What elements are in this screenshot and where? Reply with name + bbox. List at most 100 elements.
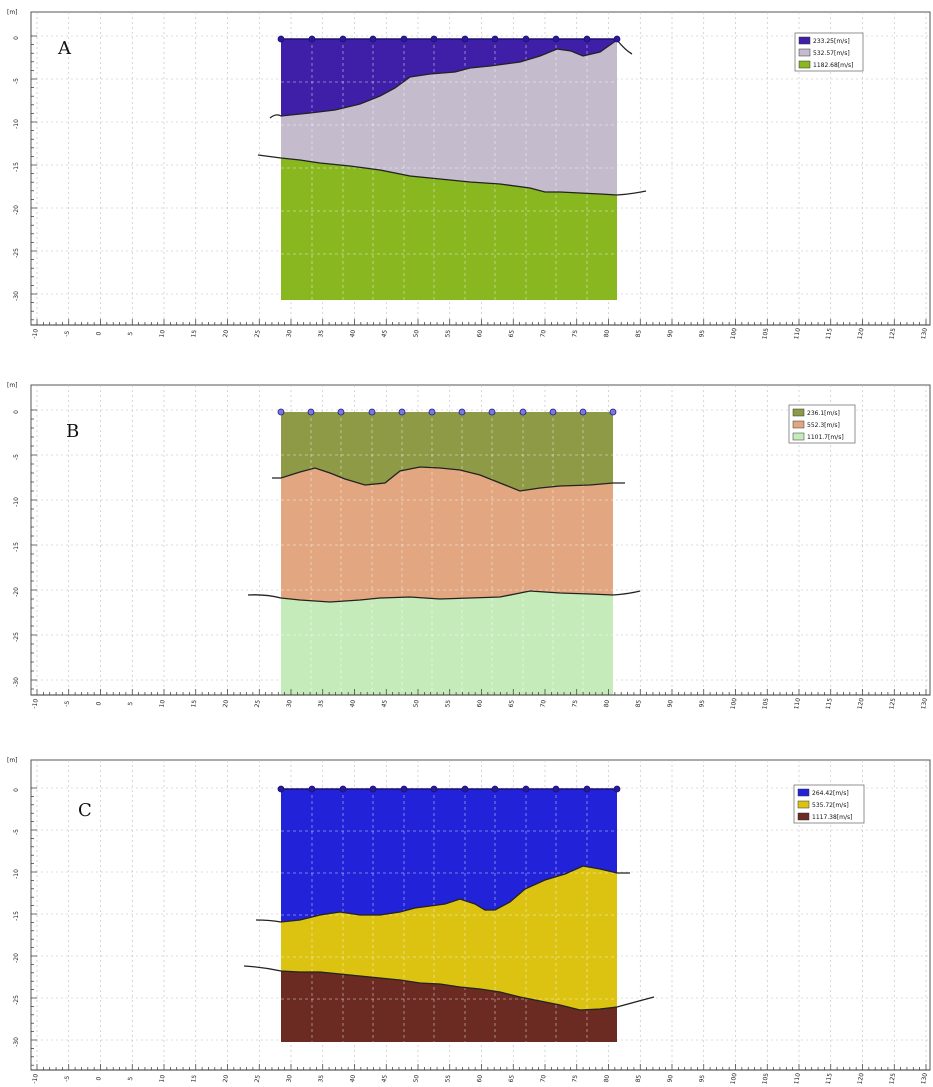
panel-a-legend: 233.25[m/s] 532.57[m/s] 1182.68[m/s] xyxy=(794,32,864,72)
x-tick-label: 95 xyxy=(698,329,706,338)
x-tick-label: 30 xyxy=(285,1074,293,1083)
panel-a-refractor-2 xyxy=(257,154,647,196)
x-tick-label: 20 xyxy=(222,329,230,338)
panel-c-letter: C xyxy=(78,800,92,821)
x-tick-label: 5 xyxy=(127,331,135,336)
x-tick-label: 115 xyxy=(825,697,834,710)
panel-c-grid-overlay xyxy=(281,789,617,1042)
panel-a-grid-overlay xyxy=(281,39,617,300)
panel-b-x-ticks: -10 -5 0 5 10 15 20 25 30 35 40 45 50 55 60 65 70 75 80 85 9… xyxy=(31,689,930,710)
panel-c-legend-item-1: 264.42[m/s] xyxy=(812,790,849,797)
x-tick-label: 10 xyxy=(158,329,166,338)
panel-a: [m] A 233.25[m/ xyxy=(0,0,933,345)
x-tick-label: 120 xyxy=(857,1072,866,1085)
x-tick-label: 30 xyxy=(285,329,293,338)
x-tick-label: 70 xyxy=(539,1074,547,1083)
x-tick-label: 100 xyxy=(730,697,739,710)
x-tick-label: -5 xyxy=(63,700,71,707)
x-tick-label: 55 xyxy=(444,1074,452,1083)
x-tick-label: 35 xyxy=(317,329,325,338)
x-tick-label: 25 xyxy=(254,1074,262,1083)
x-tick-label: 15 xyxy=(190,699,198,708)
x-tick-label: 60 xyxy=(476,699,484,708)
panel-c-y-ticks: 0 -5 -10 -15 -20 -25 -30 xyxy=(13,787,37,1066)
x-tick-label: 60 xyxy=(476,1074,484,1083)
panel-b-plot: [m] B 236.1[m/s] 552.3[m/s] xyxy=(7,382,931,710)
panel-c-layer-3 xyxy=(281,971,617,1042)
x-tick-label: 80 xyxy=(603,699,611,708)
panel-b-legend: 236.1[m/s] 552.3[m/s] 1101.7[m/s] xyxy=(788,404,856,444)
x-tick-label: 45 xyxy=(381,1074,389,1083)
y-tick-label: -5 xyxy=(13,454,20,460)
x-tick-label: 70 xyxy=(539,699,547,708)
panel-a-geophones xyxy=(277,35,621,43)
x-tick-label: 5 xyxy=(127,1076,135,1081)
x-tick-label: 60 xyxy=(476,329,484,338)
x-tick-label: 30 xyxy=(285,699,293,708)
y-tick-label: -20 xyxy=(13,205,20,215)
panel-a-legend-item-3: 1182.68[m/s] xyxy=(813,62,854,69)
y-tick-label: -30 xyxy=(13,677,20,687)
x-tick-label: 105 xyxy=(761,697,770,710)
x-tick-label: 125 xyxy=(888,327,897,340)
panel-b-legend-item-2: 552.3[m/s] xyxy=(807,422,840,429)
panel-a-x-ticks: -10 -5 0 5 10 15 20 25 30 35 40 45 50 55 60 65 70 75 80 85 9… xyxy=(31,319,930,340)
panel-c-legend: 264.42[m/s] 535.72[m/s] 1117.38[m/s] xyxy=(793,784,865,824)
x-tick-label: 90 xyxy=(666,329,674,338)
y-tick-label: 0 xyxy=(13,410,20,414)
x-tick-label: 100 xyxy=(730,1072,739,1085)
x-tick-label: 40 xyxy=(349,699,357,708)
x-tick-label: 90 xyxy=(666,1074,674,1083)
x-tick-label: -10 xyxy=(31,698,40,709)
panel-a-legend-item-1: 233.25[m/s] xyxy=(813,38,850,45)
x-tick-label: 110 xyxy=(793,1072,802,1085)
y-tick-label: -15 xyxy=(13,162,20,172)
x-tick-label: 130 xyxy=(920,327,929,340)
x-tick-label: -10 xyxy=(31,1073,40,1084)
x-tick-label: 5 xyxy=(127,701,135,706)
panel-c: [m] C 264.42[m/s] 535. xyxy=(0,752,933,1087)
y-tick-label: -30 xyxy=(13,1037,20,1047)
x-tick-label: 45 xyxy=(381,699,389,708)
y-tick-label: -25 xyxy=(13,632,20,642)
x-tick-label: 85 xyxy=(635,1074,643,1083)
panel-b-layer-2 xyxy=(281,467,613,602)
x-tick-label: 125 xyxy=(888,1072,897,1085)
x-tick-label: 0 xyxy=(95,331,103,336)
x-tick-label: 90 xyxy=(666,699,674,708)
y-tick-label: -15 xyxy=(13,911,20,921)
panel-b: [m] B 236.1[m/s] 552.3[m/s] xyxy=(0,375,933,715)
panel-c-x-ticks: -10 -5 0 5 10 15 20 25 30 35 40 45 50 55 60 65 70 75 80 85 9… xyxy=(31,1064,930,1085)
x-tick-label: 105 xyxy=(761,327,770,340)
x-tick-label: 75 xyxy=(571,699,579,708)
x-tick-label: 25 xyxy=(254,699,262,708)
x-tick-label: 80 xyxy=(603,1074,611,1083)
x-tick-label: 130 xyxy=(920,697,929,710)
panel-a-layer-2 xyxy=(281,40,617,195)
x-tick-label: 70 xyxy=(539,329,547,338)
x-tick-label: 20 xyxy=(222,699,230,708)
y-tick-label: -10 xyxy=(13,497,20,507)
y-tick-label: -25 xyxy=(13,248,20,258)
panel-a-layer-3 xyxy=(281,158,617,300)
panel-b-layer-3 xyxy=(281,591,613,695)
panel-c-unit-label: [m] xyxy=(7,757,18,764)
x-tick-label: 125 xyxy=(888,697,897,710)
panel-b-geophones xyxy=(277,408,617,416)
y-tick-label: -15 xyxy=(13,542,20,552)
x-tick-label: -10 xyxy=(31,328,40,339)
x-tick-label: 10 xyxy=(158,699,166,708)
x-tick-label: 25 xyxy=(254,329,262,338)
panel-a-refractor-1 xyxy=(269,39,633,119)
x-tick-label: -5 xyxy=(63,330,71,337)
y-tick-label: 0 xyxy=(13,788,20,792)
x-tick-label: 115 xyxy=(825,327,834,340)
x-tick-label: 95 xyxy=(698,699,706,708)
panel-c-plot: [m] C 264.42[m/s] 535. xyxy=(7,757,931,1085)
y-tick-label: -30 xyxy=(13,291,20,301)
panel-c-geophones xyxy=(277,785,621,793)
x-tick-label: 50 xyxy=(412,699,420,708)
x-tick-label: 40 xyxy=(349,329,357,338)
panel-a-unit-label: [m] xyxy=(7,9,18,16)
x-tick-label: 10 xyxy=(158,1074,166,1083)
